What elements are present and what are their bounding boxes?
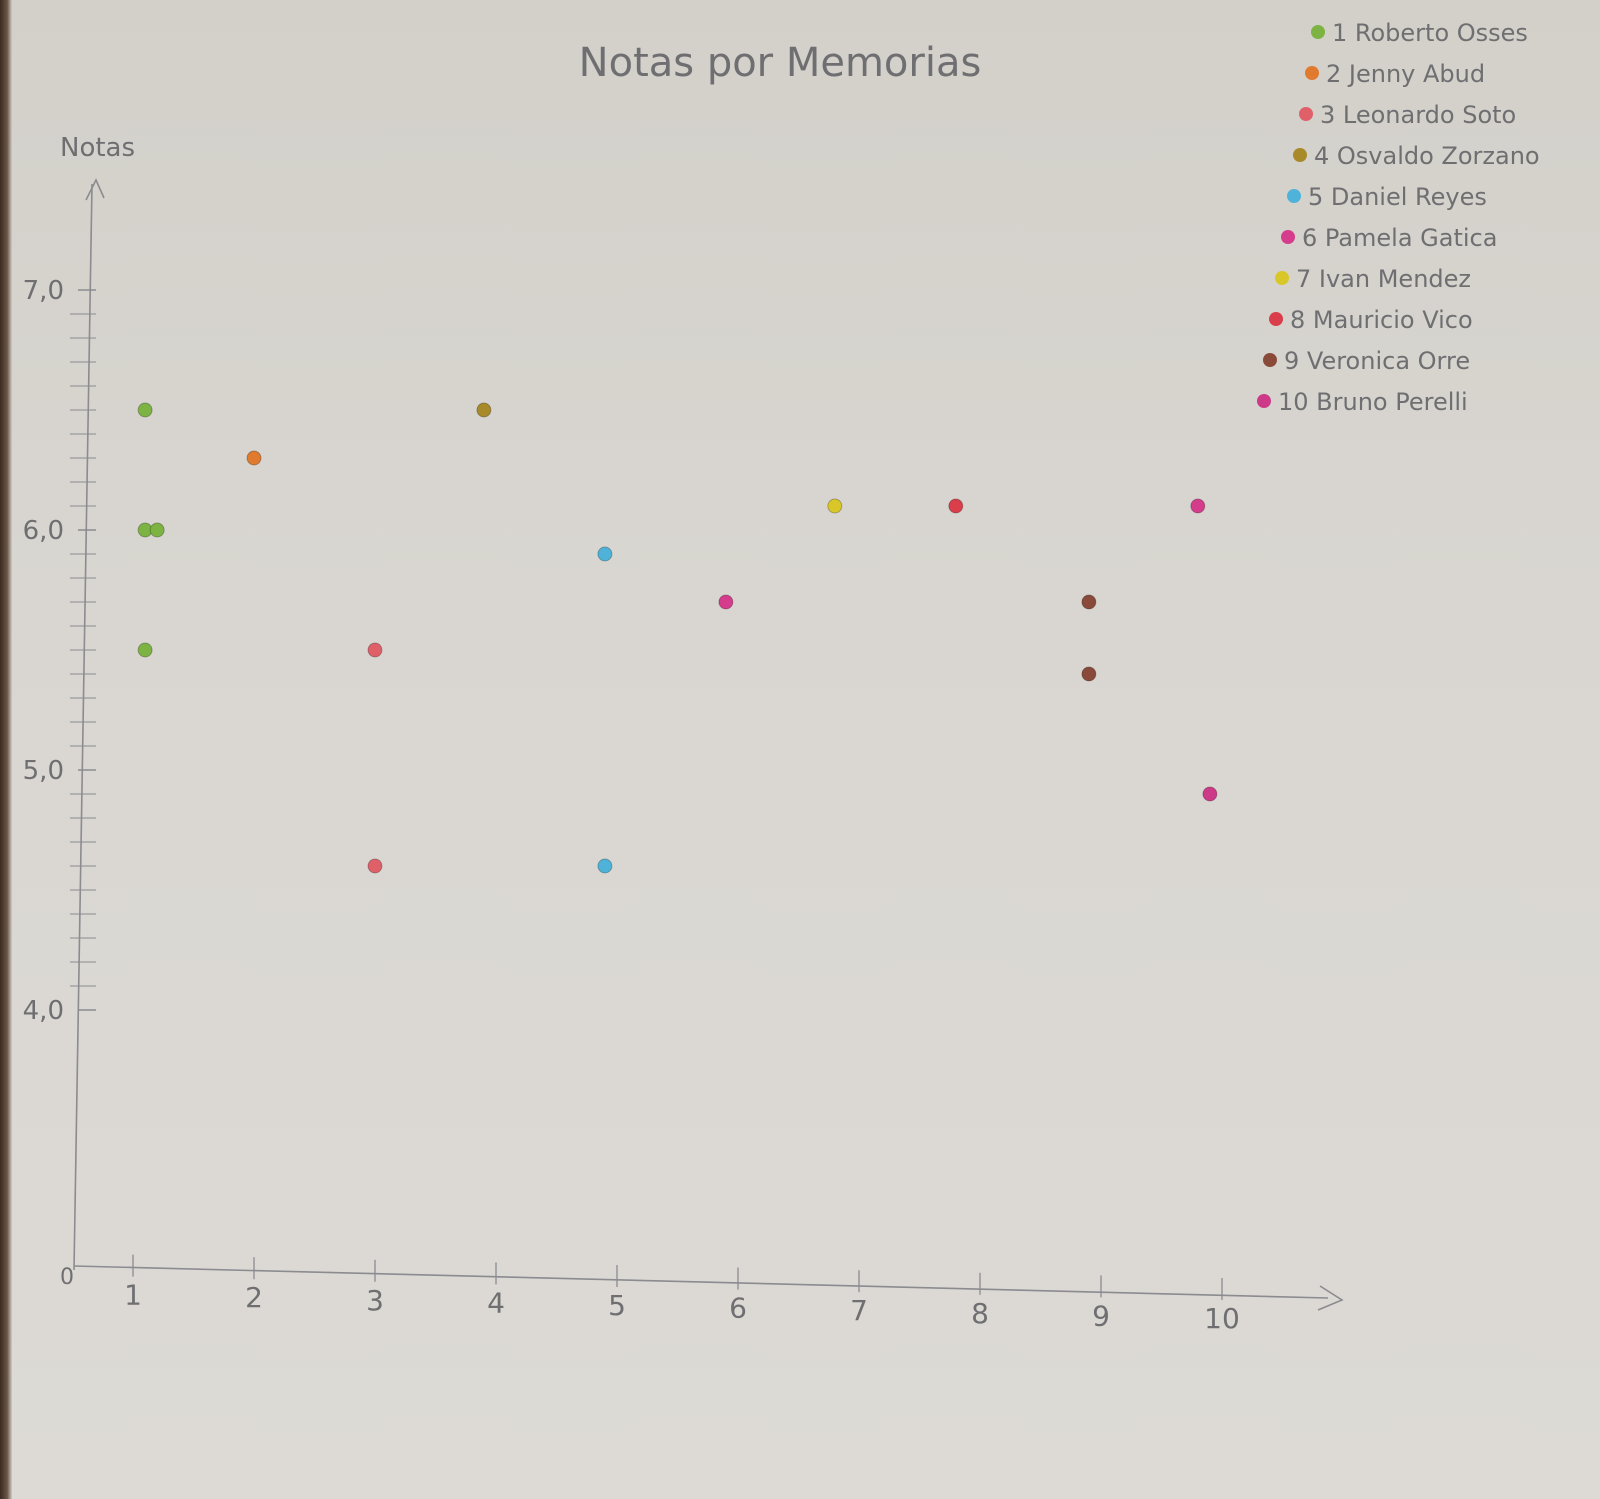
data-point xyxy=(137,642,153,658)
legend-marker xyxy=(1269,312,1283,326)
data-point xyxy=(597,858,613,874)
data-points xyxy=(137,402,1218,874)
legend-marker xyxy=(1311,25,1325,39)
data-point xyxy=(246,450,262,466)
data-point xyxy=(367,642,383,658)
legend-label: 2 Jenny Abud xyxy=(1326,60,1485,88)
legend-marker xyxy=(1257,394,1271,408)
x-tick-label: 6 xyxy=(729,1292,747,1325)
legend-marker xyxy=(1281,230,1295,244)
y-axis-label: Notas xyxy=(60,133,135,163)
x-tick-label: 3 xyxy=(366,1284,384,1317)
x-axis-line xyxy=(73,1265,1329,1299)
legend-label: 3 Leonardo Soto xyxy=(1320,101,1516,129)
x-axis-arrow xyxy=(1317,1285,1344,1311)
y-tick-label: 4,0 xyxy=(23,996,64,1026)
paper-sheet xyxy=(12,0,1600,1499)
data-point xyxy=(476,402,492,418)
legend: 1 Roberto Osses 2 Jenny Abud 3 Leonardo So… xyxy=(1257,19,1540,416)
y-tick-label: 7,0 xyxy=(23,276,64,306)
legend-marker xyxy=(1275,271,1289,285)
legend-label: 1 Roberto Osses xyxy=(1332,19,1528,47)
desk-edge xyxy=(0,0,12,1499)
y-axis-line xyxy=(73,183,93,1271)
data-point xyxy=(149,522,165,538)
y-axis-arrow xyxy=(85,178,105,201)
data-point xyxy=(1081,666,1097,682)
x-tick-label: 4 xyxy=(487,1286,505,1319)
legend-marker xyxy=(1293,148,1307,162)
data-point xyxy=(1190,498,1206,514)
data-point xyxy=(948,498,964,514)
data-point xyxy=(1202,786,1218,802)
data-point xyxy=(718,594,734,610)
legend-marker xyxy=(1287,189,1301,203)
x-tick-label: 9 xyxy=(1092,1299,1110,1332)
data-point xyxy=(137,402,153,418)
legend-label: 9 Veronica Orre xyxy=(1284,347,1470,375)
x-tick-label: 10 xyxy=(1204,1302,1240,1335)
x-tick-label: 5 xyxy=(608,1289,626,1322)
x-tick-label: 2 xyxy=(245,1281,263,1314)
x-tick-label: 8 xyxy=(971,1297,989,1330)
legend-label: 8 Mauricio Vico xyxy=(1290,306,1473,334)
x-ticks: 1 2 3 4 5 6 7 8 9 10 xyxy=(124,1254,1240,1335)
legend-marker xyxy=(1299,107,1313,121)
data-point xyxy=(597,546,613,562)
data-point xyxy=(367,858,383,874)
x-tick-label: 1 xyxy=(124,1279,142,1312)
chart-title: Notas por Memorias xyxy=(579,40,982,86)
origin-label: 0 xyxy=(60,1265,74,1290)
legend-label: 10 Bruno Perelli xyxy=(1278,388,1468,416)
data-point xyxy=(1081,594,1097,610)
legend-label: 7 Ivan Mendez xyxy=(1296,265,1471,293)
legend-label: 4 Osvaldo Zorzano xyxy=(1314,142,1540,170)
y-tick-label: 6,0 xyxy=(23,516,64,546)
y-tick-label: 5,0 xyxy=(23,756,64,786)
y-ticks: 4,0 5,0 6,0 7,0 xyxy=(23,276,96,1026)
legend-marker xyxy=(1305,66,1319,80)
legend-label: 6 Pamela Gatica xyxy=(1302,224,1497,252)
x-tick-label: 7 xyxy=(850,1294,868,1327)
legend-marker xyxy=(1263,353,1277,367)
legend-label: 5 Daniel Reyes xyxy=(1308,183,1487,211)
data-point xyxy=(827,498,843,514)
